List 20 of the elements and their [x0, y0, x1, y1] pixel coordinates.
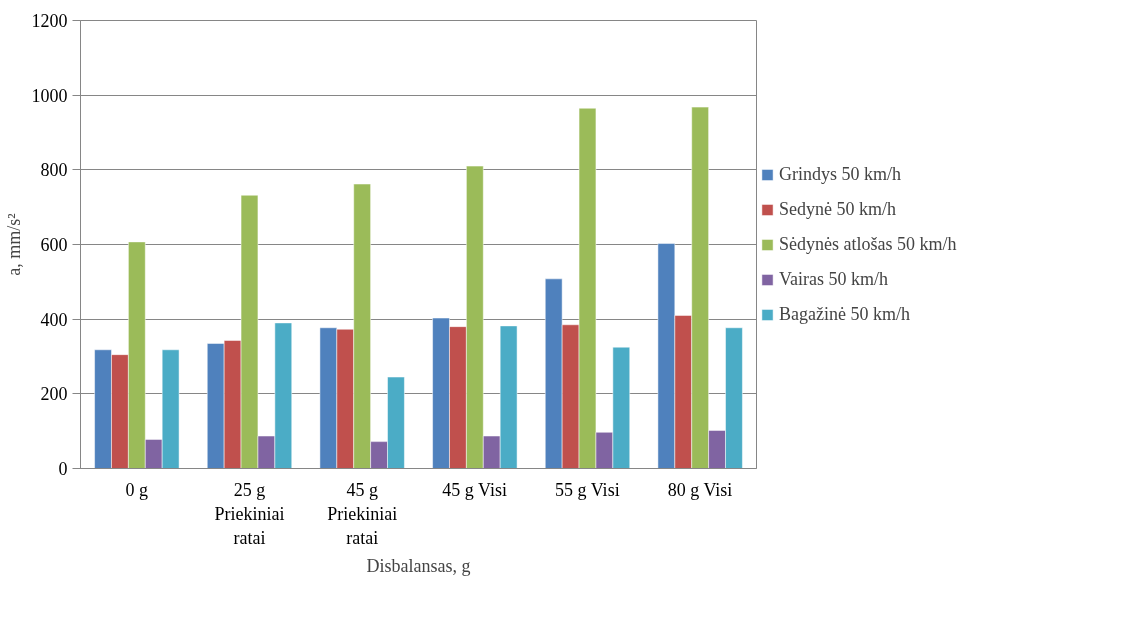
- x-tick-label: 25 g Priekiniai ratai: [214, 479, 285, 548]
- x-tick-label: 45 g Priekiniai ratai: [327, 479, 398, 548]
- y-tick-label: 600: [40, 235, 68, 255]
- y-tick-label: 200: [40, 384, 68, 405]
- y-axis-title: a, mm/s²: [3, 213, 24, 276]
- legend-label: Bagažinė 50 km/h: [779, 303, 910, 325]
- legend-label: Sedynė 50 km/h: [779, 198, 896, 220]
- x-axis-title: Disbalansas, g: [366, 555, 471, 576]
- legend-label: Grindys 50 km/h: [779, 163, 902, 185]
- legend-label: Vairas 50 km/h: [779, 268, 888, 290]
- y-tick-label: 1200: [31, 11, 68, 31]
- y-tick-label: 400: [40, 309, 68, 330]
- y-tick-label: 1000: [31, 85, 68, 106]
- x-tick-label: 45 g Visi: [442, 479, 507, 500]
- x-tick-label: 55 g Visi: [555, 479, 620, 500]
- x-tick-label: 80 g Visi: [667, 479, 733, 500]
- x-tick-label: 0 g: [125, 479, 149, 500]
- y-tick-label: 800: [40, 160, 68, 181]
- legend-label: Sėdynės atlošas 50 km/h: [779, 233, 957, 255]
- y-tick-label: 0: [58, 459, 68, 479]
